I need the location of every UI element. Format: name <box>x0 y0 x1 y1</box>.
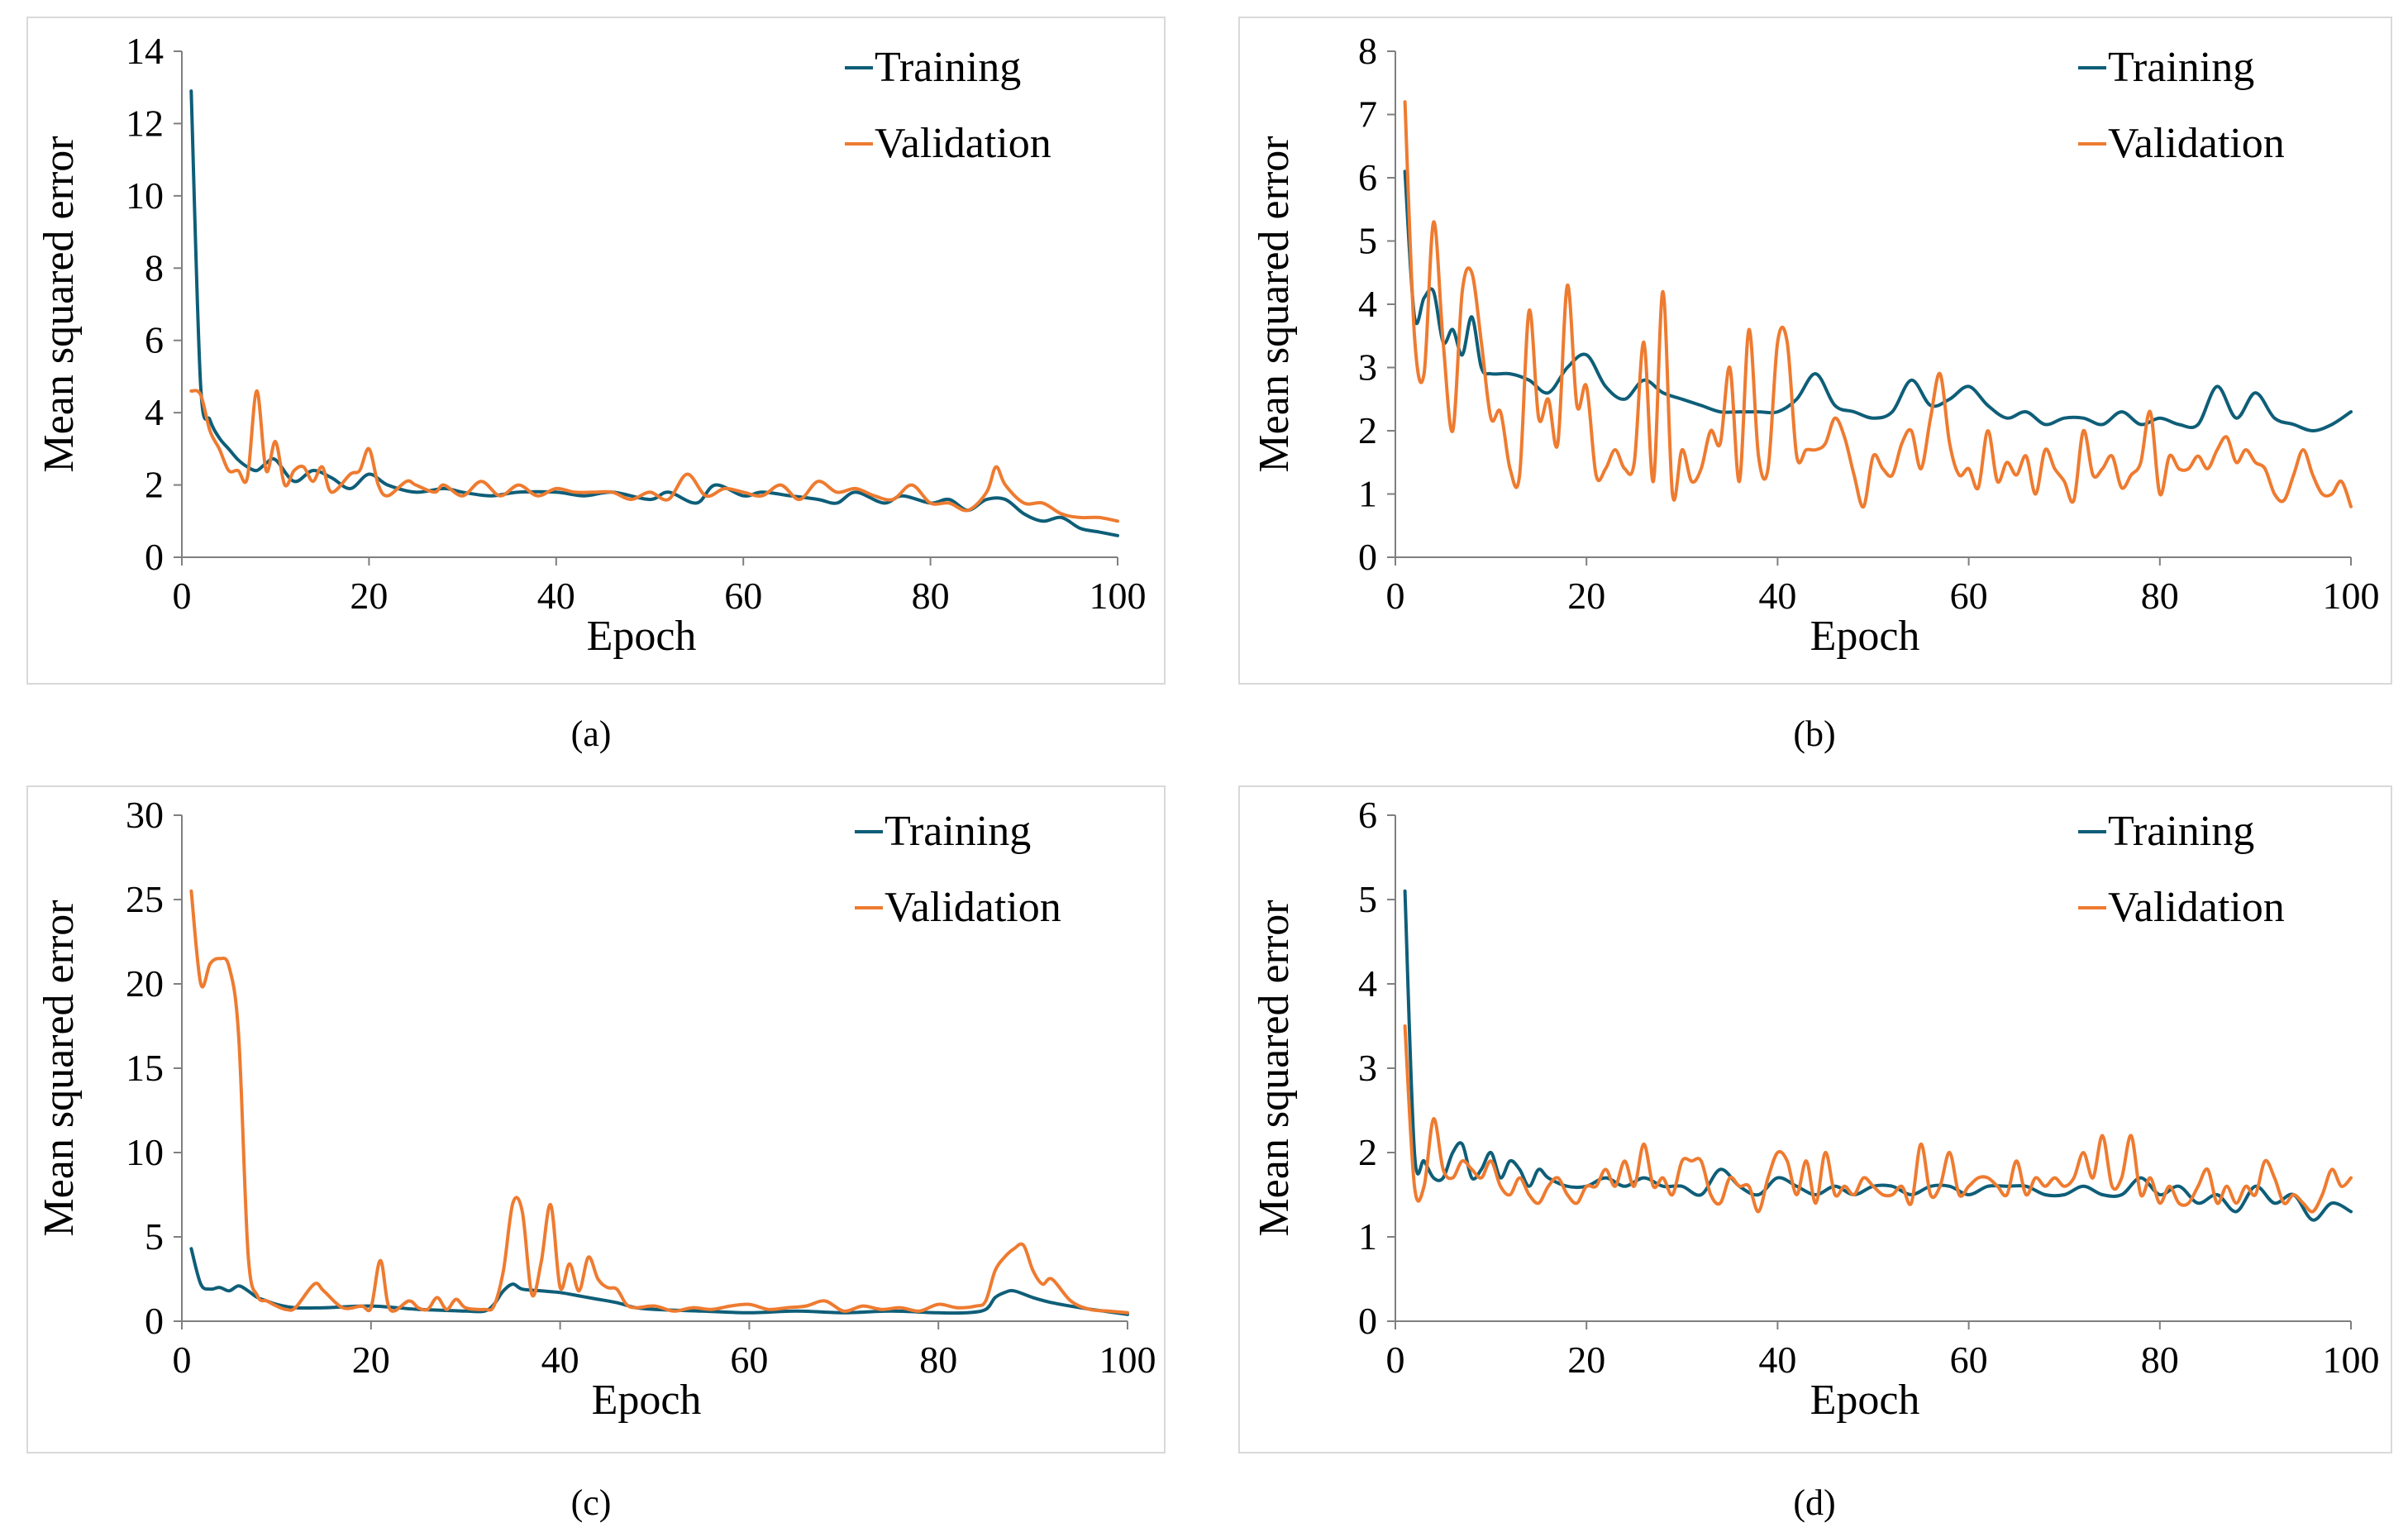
series-line-validation <box>189 889 1129 1315</box>
chart-frame <box>26 17 1166 685</box>
y-axis-title: Mean squared error <box>1251 136 1298 472</box>
legend-label-validation: Validation <box>2108 884 2285 931</box>
y-tick-label: 7 <box>1358 93 1377 136</box>
legend-label-training: Training <box>2108 44 2254 91</box>
x-tick-label: 100 <box>1090 575 1147 617</box>
x-tick-label: 60 <box>724 575 762 617</box>
y-tick-label: 4 <box>145 391 164 433</box>
y-tick-label: 10 <box>126 174 164 217</box>
x-tick-label: 0 <box>173 1339 192 1381</box>
series-line-validation <box>1403 1024 2353 1214</box>
y-tick-label: 0 <box>1358 536 1377 578</box>
legend-label-validation: Validation <box>885 884 1061 931</box>
y-tick-label: 4 <box>1358 283 1377 325</box>
y-tick-label: 2 <box>145 464 164 506</box>
chart-frame <box>1238 785 2392 1453</box>
series-line-training <box>1403 169 2353 432</box>
x-tick-label: 20 <box>352 1339 390 1381</box>
y-tick-label: 2 <box>1358 1131 1377 1173</box>
x-tick-label: 60 <box>1950 1339 1988 1381</box>
chart-a: 0 2 4 6 8 10 12 14 0 20 40 60 80 100 Epoch Mean squared… <box>36 30 1147 660</box>
x-tick-label: 40 <box>1758 1339 1796 1381</box>
x-axis-title: Epoch <box>1810 613 1920 660</box>
x-tick-label: 20 <box>1567 575 1605 617</box>
y-tick-label: 6 <box>145 319 164 361</box>
y-tick-label: 8 <box>145 246 164 289</box>
y-tick-label: 5 <box>1358 878 1377 920</box>
x-tick-label: 0 <box>1386 1339 1405 1381</box>
x-tick-label: 60 <box>730 1339 768 1381</box>
y-tick-label: 3 <box>1358 346 1377 389</box>
y-tick-label: 8 <box>1358 30 1377 72</box>
x-tick-label: 20 <box>1567 1339 1605 1381</box>
y-tick-label: 0 <box>1358 1300 1377 1342</box>
y-tick-label: 3 <box>1358 1047 1377 1089</box>
x-axis-title: Epoch <box>1810 1377 1920 1424</box>
y-tick-label: 5 <box>1358 220 1377 262</box>
series-line-validation <box>1403 100 2353 508</box>
legend-label-training: Training <box>885 808 1031 855</box>
y-axis-title: Mean squared error <box>36 900 83 1236</box>
caption-d: (d) <box>1793 1482 1836 1523</box>
caption-b: (b) <box>1793 714 1836 754</box>
chart-panel-b: 0 1 2 3 4 5 6 7 8 0 20 40 60 80 100 Epoch Mean squared e… <box>1215 0 2408 769</box>
x-tick-label: 80 <box>2141 575 2179 617</box>
y-tick-label: 10 <box>126 1131 164 1173</box>
y-tick-label: 12 <box>126 102 164 144</box>
x-tick-label: 100 <box>2323 1339 2380 1381</box>
x-tick-label: 40 <box>541 1339 579 1381</box>
y-tick-label: 1 <box>1358 473 1377 515</box>
y-tick-label: 0 <box>145 1300 164 1342</box>
caption-c: (c) <box>570 1482 612 1523</box>
y-tick-label: 15 <box>126 1047 164 1089</box>
series-line-training <box>189 1247 1129 1316</box>
x-tick-label: 80 <box>2141 1339 2179 1381</box>
x-tick-label: 80 <box>912 575 950 617</box>
y-tick-label: 5 <box>145 1215 164 1258</box>
caption-a: (a) <box>570 714 612 754</box>
legend-label-training: Training <box>2108 808 2254 855</box>
chart-panel-c: 0 5 10 15 20 25 30 0 20 40 60 80 100 Epoch Mean square… <box>0 769 1182 1537</box>
x-axis-title: Epoch <box>592 1377 702 1424</box>
x-tick-label: 80 <box>919 1339 957 1381</box>
chart-frame <box>1238 17 2392 685</box>
x-tick-label: 100 <box>1099 1339 1156 1381</box>
y-tick-label: 0 <box>145 536 164 578</box>
y-tick-label: 1 <box>1358 1215 1377 1258</box>
legend-label-validation: Validation <box>875 120 1051 167</box>
chart-c: 0 5 10 15 20 25 30 0 20 40 60 80 100 Epoch Mean square… <box>36 794 1156 1424</box>
x-tick-label: 60 <box>1950 575 1988 617</box>
legend-label-validation: Validation <box>2108 120 2285 167</box>
y-axis-title: Mean squared error <box>1251 900 1298 1236</box>
chart-panel-a: 0 2 4 6 8 10 12 14 0 20 40 60 80 100 Epoch Mean squared… <box>0 0 1182 769</box>
y-axis-title: Mean squared error <box>36 136 83 472</box>
y-tick-label: 30 <box>126 794 164 836</box>
y-tick-label: 14 <box>126 30 164 72</box>
y-tick-label: 6 <box>1358 156 1377 198</box>
y-tick-label: 4 <box>1358 962 1377 1005</box>
series-line-validation <box>189 389 1119 523</box>
legend-label-training: Training <box>875 44 1021 91</box>
x-tick-label: 40 <box>1758 575 1796 617</box>
x-tick-label: 100 <box>2323 575 2380 617</box>
x-axis-title: Epoch <box>587 613 697 660</box>
y-tick-label: 6 <box>1358 794 1377 836</box>
x-tick-label: 40 <box>537 575 575 617</box>
chart-frame <box>26 785 1166 1453</box>
x-tick-label: 20 <box>350 575 388 617</box>
y-tick-label: 25 <box>126 878 164 920</box>
chart-panel-d: 0 1 2 3 4 5 6 0 20 40 60 80 100 Epoch Mean squared err… <box>1215 769 2408 1537</box>
y-tick-label: 20 <box>126 962 164 1005</box>
x-tick-label: 0 <box>1386 575 1405 617</box>
y-tick-label: 2 <box>1358 409 1377 451</box>
x-tick-label: 0 <box>173 575 192 617</box>
